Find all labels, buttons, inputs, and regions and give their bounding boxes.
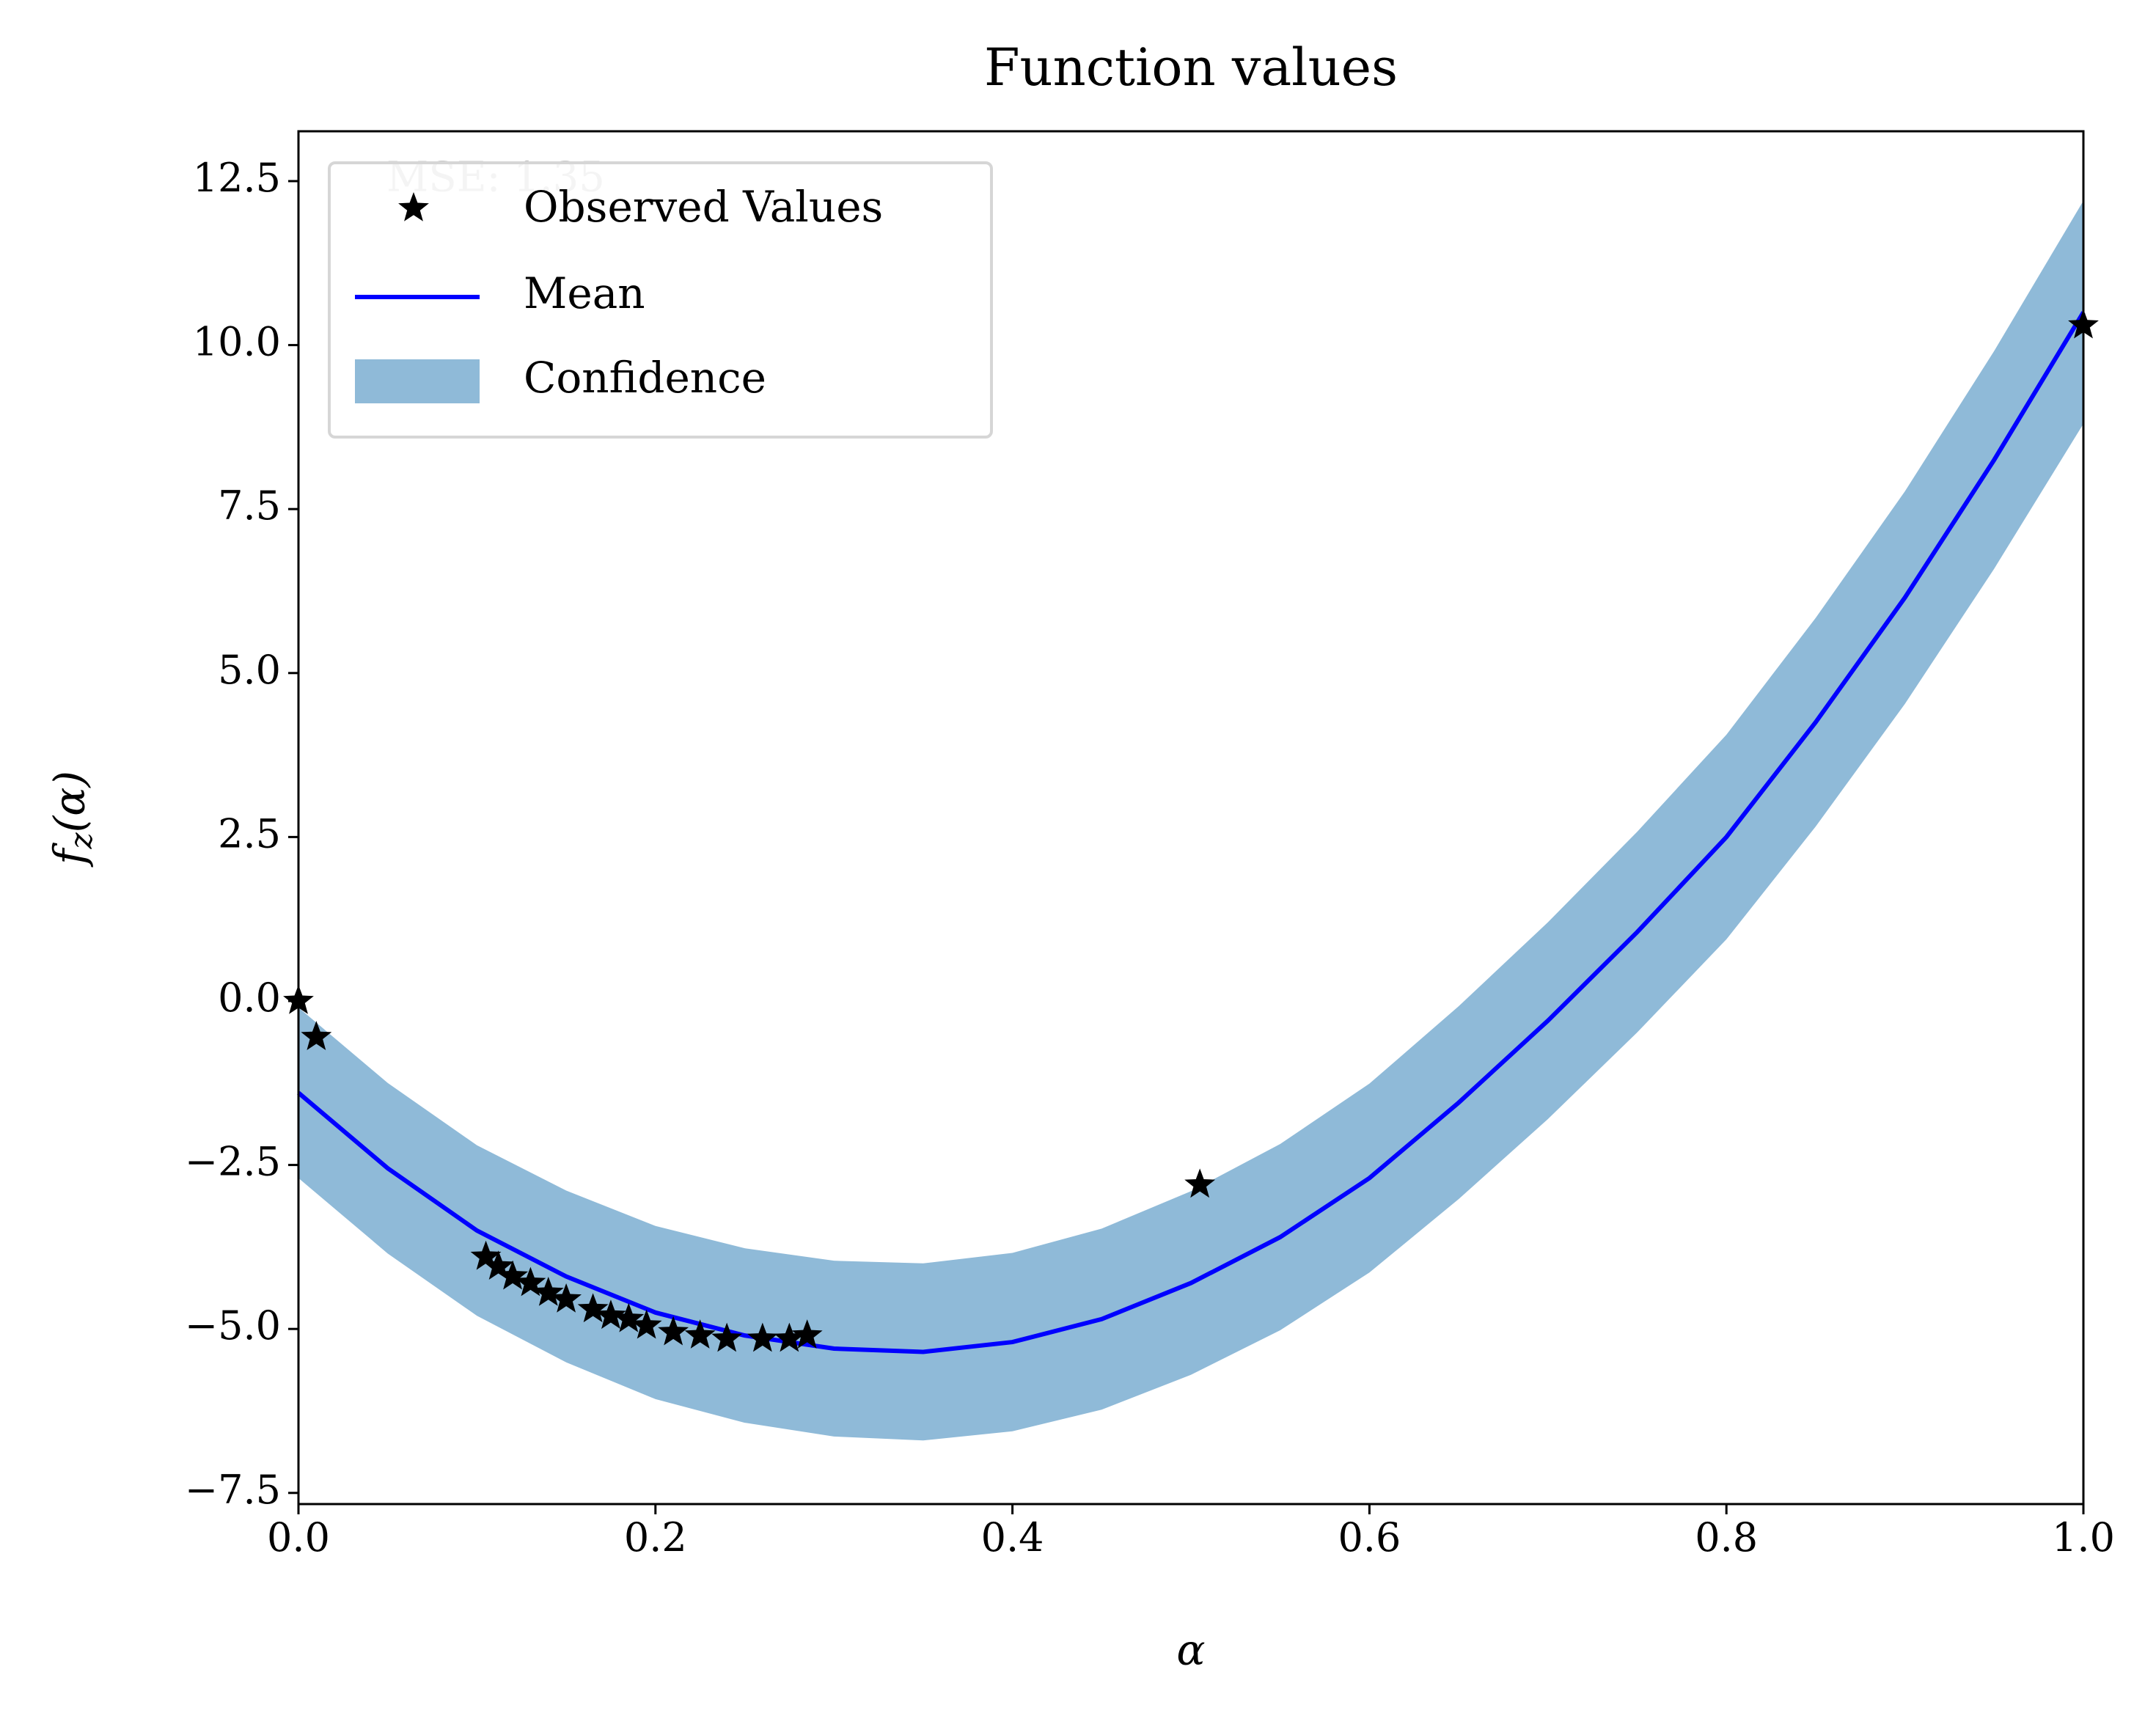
observed-point bbox=[551, 1283, 582, 1313]
legend-patch bbox=[355, 359, 480, 403]
legend-label: Mean bbox=[524, 268, 645, 318]
observed-point bbox=[483, 1250, 514, 1280]
observed-point bbox=[613, 1302, 645, 1332]
x-tick-label: 0.0 bbox=[267, 1514, 330, 1561]
observed-point bbox=[711, 1322, 743, 1352]
observed-point bbox=[791, 1319, 823, 1349]
observed-point bbox=[747, 1322, 778, 1352]
observed-point bbox=[658, 1316, 689, 1346]
y-axis-label: fz(α) bbox=[45, 771, 99, 868]
y-tick-label: −7.5 bbox=[185, 1467, 281, 1513]
observed-point bbox=[684, 1319, 716, 1349]
observed-point bbox=[301, 1021, 332, 1050]
y-tick-label: 0.0 bbox=[218, 975, 281, 1021]
observed-point bbox=[577, 1293, 609, 1323]
y-tick-label: 7.5 bbox=[218, 483, 281, 529]
observed-point bbox=[631, 1309, 662, 1339]
legend-box bbox=[328, 161, 993, 439]
plot-frame bbox=[297, 130, 2085, 1506]
x-tick-label: 0.4 bbox=[981, 1514, 1044, 1561]
confidence-band bbox=[298, 200, 2083, 1441]
x-axis-label: α bbox=[1176, 1625, 1205, 1675]
observed-point bbox=[774, 1322, 805, 1352]
y-tick-label: 10.0 bbox=[193, 319, 281, 365]
legend-label: Confidence bbox=[524, 353, 766, 403]
observed-point bbox=[497, 1260, 529, 1290]
observed-point bbox=[1184, 1168, 1216, 1198]
y-tick-label: −2.5 bbox=[185, 1139, 281, 1185]
y-tick-label: 2.5 bbox=[218, 810, 281, 857]
y-tick-label: 12.5 bbox=[193, 155, 281, 201]
observed-point bbox=[532, 1277, 564, 1306]
mean-line bbox=[297, 311, 2086, 1354]
legend-label: Observed Values bbox=[524, 182, 883, 232]
x-tick-label: 0.6 bbox=[1338, 1514, 1401, 1561]
observed-point bbox=[470, 1240, 502, 1270]
y-tick-label: −5.0 bbox=[185, 1302, 281, 1349]
observed-point bbox=[595, 1299, 626, 1330]
observed-point bbox=[515, 1266, 546, 1297]
x-tick-label: 1.0 bbox=[2052, 1514, 2115, 1561]
legend-star bbox=[398, 192, 429, 221]
x-tick-label: 0.2 bbox=[624, 1514, 687, 1561]
y-tick-label: 5.0 bbox=[218, 647, 281, 693]
x-tick-label: 0.8 bbox=[1695, 1514, 1758, 1561]
chart-title: Function values bbox=[984, 37, 1398, 98]
